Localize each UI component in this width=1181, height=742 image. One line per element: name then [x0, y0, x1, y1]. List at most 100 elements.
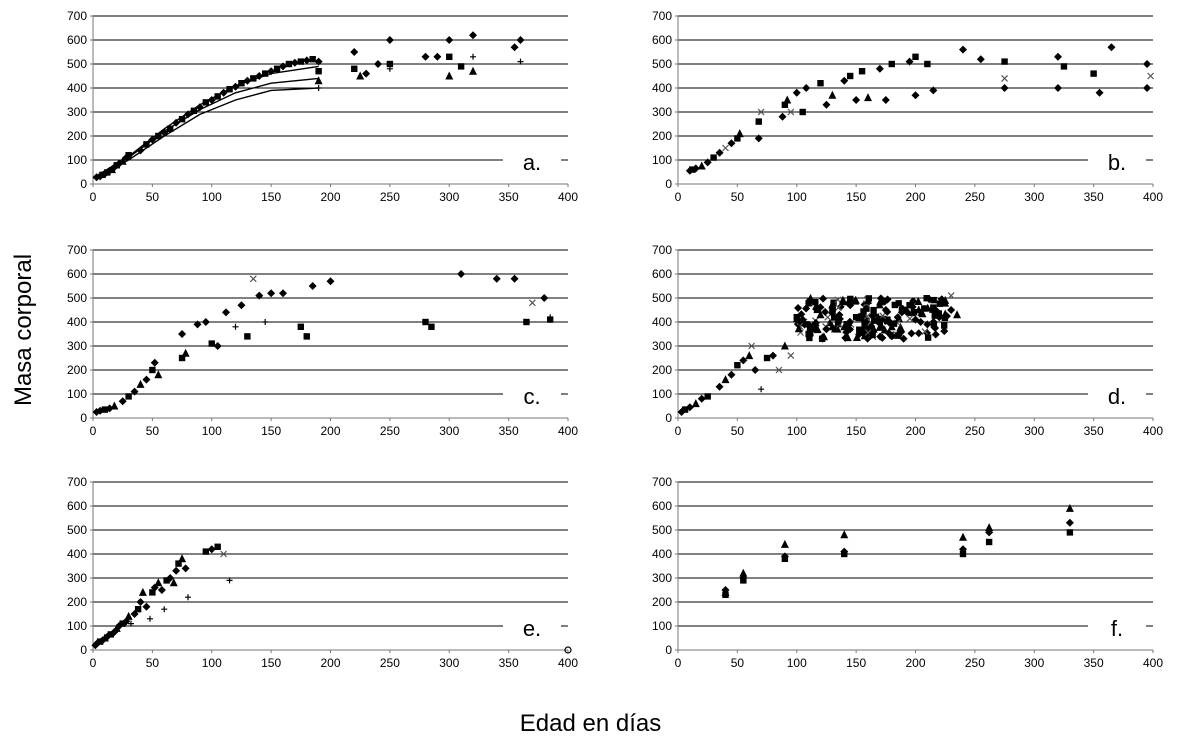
- data-point: [470, 53, 476, 60]
- grid: [678, 15, 1153, 161]
- data-point: [138, 587, 147, 596]
- x-tick-label: 200: [320, 424, 340, 438]
- data-point: [812, 298, 819, 306]
- data-point: [869, 310, 878, 319]
- data-point: [433, 52, 442, 61]
- data-point: [523, 318, 530, 326]
- data-point: [794, 324, 803, 333]
- data-point: [840, 76, 849, 85]
- data-point: [840, 322, 849, 331]
- data-point: [921, 328, 929, 335]
- data-point: [112, 623, 121, 632]
- panel-label: d.: [1108, 384, 1126, 409]
- y-tick-label: 400: [67, 81, 87, 95]
- data-point: [864, 93, 872, 102]
- data-point: [959, 550, 967, 558]
- data-point: [184, 110, 192, 119]
- data-point: [136, 146, 145, 155]
- points: [91, 543, 572, 654]
- panel-label-box: [503, 146, 561, 176]
- data-point: [816, 310, 825, 319]
- data-point: [147, 615, 153, 622]
- data-point: [315, 68, 322, 75]
- chart-e: 0 100 200 300 400 500 600 700 0 50 100 150 200 250 300…: [67, 475, 578, 670]
- data-point: [976, 55, 985, 64]
- data-point: [751, 366, 760, 374]
- data-point: [516, 36, 525, 44]
- x-tick-label: 100: [202, 190, 222, 204]
- data-point: [852, 332, 861, 341]
- x-tick-label: 200: [320, 190, 340, 204]
- chart-b: 0 100 200 300 400 500 600 700 0 50 100 150 200 250 300…: [652, 9, 1163, 204]
- data-point: [255, 291, 264, 300]
- y-tick-label: 500: [652, 57, 672, 71]
- data-point: [469, 31, 477, 40]
- data-point: [172, 118, 181, 127]
- data-point: [905, 57, 914, 66]
- data-point: [150, 583, 159, 592]
- y-tick-label: 700: [652, 9, 672, 23]
- data-point: [1060, 63, 1068, 70]
- data-point: [924, 60, 931, 68]
- data-point: [226, 86, 233, 93]
- panel-label: c.: [523, 384, 540, 409]
- data-point: [101, 406, 109, 413]
- data-point: [308, 282, 317, 290]
- data-point: [469, 66, 477, 75]
- x-tick-label: 0: [675, 424, 682, 438]
- y-tick-label: 600: [652, 33, 672, 47]
- data-point: [930, 321, 938, 328]
- data-point: [792, 88, 801, 97]
- data-point: [134, 606, 142, 613]
- y-tick-label: 200: [652, 363, 672, 377]
- x-tick-label: 350: [1084, 190, 1104, 204]
- data-point: [213, 342, 222, 350]
- y-tick-label: 700: [67, 243, 87, 257]
- data-point: [243, 76, 252, 85]
- data-point: [297, 58, 305, 65]
- data-point: [445, 36, 454, 44]
- data-point: [822, 100, 831, 109]
- data-point: [813, 306, 821, 314]
- x-tick-label: 400: [558, 656, 578, 670]
- data-point: [798, 315, 807, 324]
- series-curve: [92, 77, 319, 179]
- data-point: [727, 139, 736, 148]
- data-point: [297, 323, 305, 330]
- data-point: [793, 314, 800, 321]
- data-point: [881, 96, 890, 104]
- curves: [92, 65, 319, 179]
- x-tick-label: 300: [439, 656, 459, 670]
- x-tick-label: 400: [1143, 656, 1163, 670]
- data-point: [181, 348, 190, 357]
- data-point: [775, 366, 783, 374]
- y-tick-label: 600: [652, 499, 672, 513]
- data-point: [831, 314, 838, 321]
- data-point: [923, 303, 932, 312]
- data-point: [847, 295, 854, 303]
- data-point: [953, 310, 962, 319]
- chart-d: 0 100 200 300 400 500 600 700 0 50 100 150 200 250 300…: [652, 243, 1163, 438]
- data-point: [125, 152, 132, 159]
- panel-label-box: [1088, 612, 1146, 642]
- data-point: [818, 334, 827, 343]
- data-point: [201, 318, 210, 326]
- y-tick-label: 500: [67, 291, 87, 305]
- x-tick-label: 150: [261, 656, 281, 670]
- data-point: [226, 577, 233, 584]
- data-point: [940, 327, 949, 336]
- grid: [93, 249, 568, 395]
- data-point: [875, 64, 884, 73]
- y-tick-label: 100: [652, 387, 672, 401]
- data-point: [222, 308, 230, 317]
- data-point: [1143, 84, 1152, 92]
- data-point: [428, 323, 435, 330]
- data-point: [787, 352, 795, 360]
- data-point: [510, 274, 519, 283]
- data-point: [1000, 84, 1009, 92]
- data-point: [362, 69, 371, 78]
- y-axis-label: Masa corporal: [10, 253, 37, 407]
- data-point: [727, 370, 736, 379]
- data-point: [840, 547, 849, 556]
